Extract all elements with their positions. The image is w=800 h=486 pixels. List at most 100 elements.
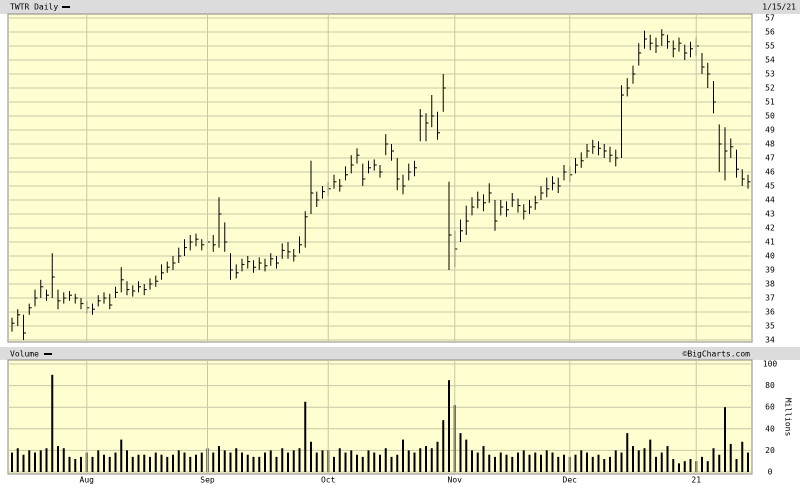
volume-bar <box>517 452 519 472</box>
volume-bar <box>356 454 358 472</box>
y-tick-label: 37 <box>765 294 775 303</box>
volume-bar <box>747 452 749 472</box>
y-tick-label: 20 <box>765 446 775 455</box>
volume-bar <box>689 459 692 472</box>
volume-bar <box>718 454 721 472</box>
volume-bar <box>459 433 462 472</box>
volume-bar <box>678 463 680 472</box>
y-tick-label: 53 <box>765 70 775 79</box>
volume-bar <box>361 456 364 472</box>
volume-bar <box>22 454 25 472</box>
volume-bar <box>735 459 738 472</box>
y-tick-label: 54 <box>765 56 775 65</box>
y-tick-label: 42 <box>765 224 775 233</box>
date-label: 1/15/21 <box>762 3 796 12</box>
volume-bar <box>62 448 65 472</box>
volume-bar <box>154 452 157 472</box>
volume-bar <box>16 448 19 472</box>
y-tick-label: 56 <box>765 28 775 37</box>
y-tick-label: 100 <box>763 360 778 369</box>
volume-bar <box>551 452 554 472</box>
volume-bar <box>189 456 192 472</box>
volume-bar <box>729 443 732 472</box>
volume-bar <box>11 452 13 472</box>
volume-bar <box>68 456 71 472</box>
y-tick-label: 57 <box>765 14 775 23</box>
y-tick-label: 38 <box>765 280 775 289</box>
volume-bar <box>724 407 726 472</box>
volume-bar <box>660 452 663 472</box>
volume-bar <box>643 448 646 472</box>
volume-bar <box>126 450 128 472</box>
x-tick-label: Oct <box>321 476 336 485</box>
volume-bar <box>614 450 617 472</box>
volume-bar <box>57 446 59 472</box>
volume-bar <box>34 452 36 472</box>
volume-bar <box>200 452 203 472</box>
volume-bar <box>540 454 542 472</box>
volume-bar <box>534 452 537 472</box>
volume-bar <box>672 459 675 472</box>
volume-bar <box>338 448 341 472</box>
volume-bar <box>264 452 266 472</box>
volume-bar <box>597 454 600 472</box>
volume-bar <box>574 454 577 472</box>
volume-bar <box>396 454 399 472</box>
volume-bar <box>741 441 744 472</box>
volume-bar <box>482 446 485 472</box>
y-tick-label: 47 <box>765 154 775 163</box>
volume-bar <box>103 454 105 472</box>
volume-bar <box>649 439 652 472</box>
volume-bar <box>321 450 324 472</box>
y-tick-label: 44 <box>765 196 775 205</box>
volume-bar <box>304 401 307 472</box>
x-tick-label: Nov <box>448 476 463 485</box>
volume-bar <box>137 454 140 472</box>
volume-bar <box>160 454 163 472</box>
y-axis-label: Millions <box>784 398 793 437</box>
volume-bar <box>499 452 502 472</box>
volume-bar <box>390 456 393 472</box>
volume-bar <box>235 448 238 472</box>
volume-bar <box>442 420 445 472</box>
y-tick-label: 52 <box>765 84 775 93</box>
y-tick-label: 50 <box>765 112 775 121</box>
volume-bar <box>545 450 548 472</box>
volume-bar <box>80 456 82 472</box>
x-tick-label: Dec <box>563 476 578 485</box>
volume-bar <box>149 456 151 472</box>
volume-bar <box>269 450 272 472</box>
volume-bar <box>511 456 514 472</box>
y-tick-label: 45 <box>765 182 775 191</box>
volume-bar <box>683 461 686 472</box>
volume-bar <box>108 456 111 472</box>
volume-bar <box>258 456 261 472</box>
volume-bar <box>292 450 295 472</box>
y-tick-label: 34 <box>765 336 775 345</box>
volume-bar <box>241 452 243 472</box>
volume-bar <box>281 448 284 472</box>
volume-bar <box>315 452 318 472</box>
y-tick-label: 36 <box>765 308 775 317</box>
y-tick-label: 49 <box>765 126 775 135</box>
y-tick-label: 46 <box>765 168 775 177</box>
y-tick-label: 40 <box>765 252 775 261</box>
volume-bar <box>39 450 42 472</box>
volume-bar <box>465 439 468 472</box>
volume-bar <box>626 433 629 472</box>
x-tick-label: 21 <box>691 476 701 485</box>
volume-bar <box>522 450 525 472</box>
legend-swatch <box>44 353 52 355</box>
y-tick-label: 51 <box>765 98 775 107</box>
volume-bar <box>402 439 404 472</box>
volume-bar <box>166 456 169 472</box>
volume-bar <box>373 452 376 472</box>
x-tick-label: Aug <box>80 476 95 485</box>
volume-bar <box>603 459 606 472</box>
volume-bar <box>666 446 669 472</box>
volume-bar <box>632 446 634 472</box>
volume-bar <box>172 454 174 472</box>
volume-bar <box>655 456 657 472</box>
volume-bar <box>488 454 491 472</box>
credit: ©BigCharts.com <box>683 350 751 359</box>
